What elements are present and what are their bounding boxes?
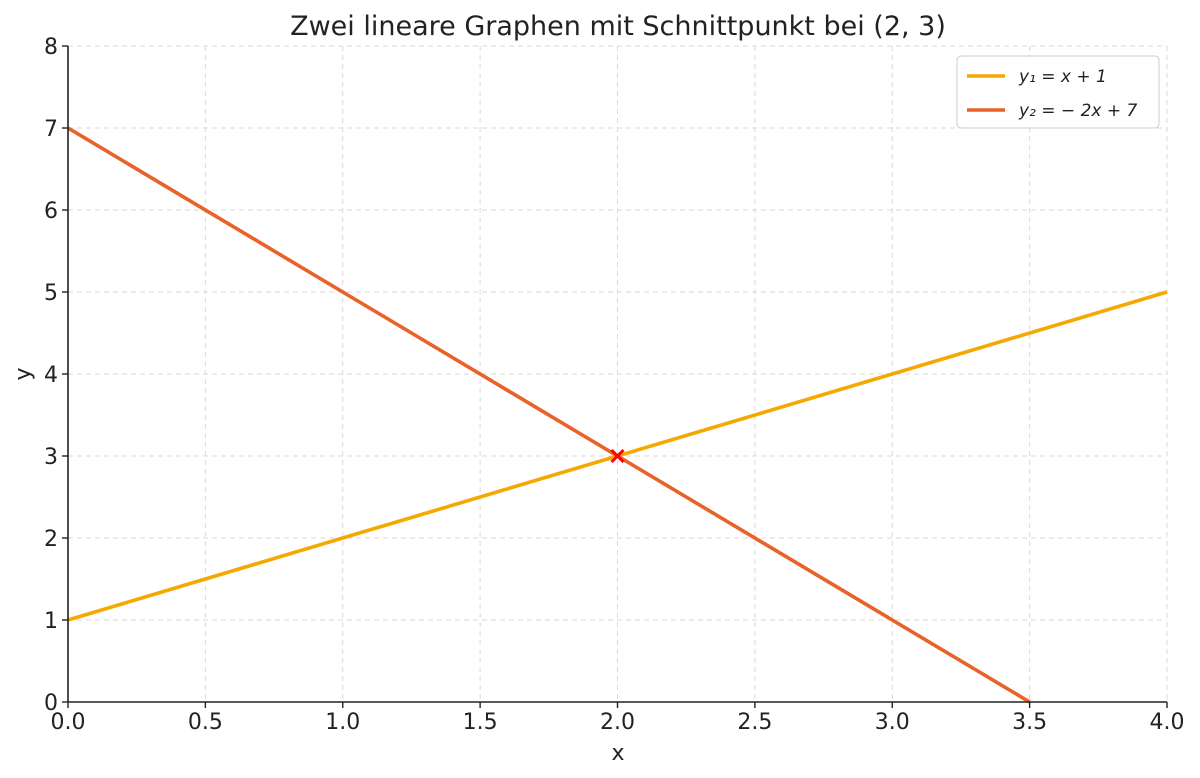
y-tick-label: 2 bbox=[44, 527, 58, 552]
x-tick-label: 0.0 bbox=[51, 710, 86, 735]
series-line-2 bbox=[67, 126, 1031, 704]
y-axis-label: y bbox=[11, 367, 36, 380]
grid bbox=[67, 45, 1168, 703]
x-tick-label: 1.5 bbox=[463, 710, 498, 735]
legend-label-1: y₁ = x + 1 bbox=[1018, 67, 1107, 87]
intersection-marker bbox=[610, 448, 625, 464]
ticks: 0.0 0.5 1.0 1.5 2.0 2.5 3.0 3.5 4.0 0 1 2 3 4 5 6 7 8 bbox=[44, 35, 1185, 735]
y-tick-label: 1 bbox=[44, 609, 58, 634]
legend-box bbox=[956, 55, 1160, 129]
y-tick-label: 5 bbox=[44, 281, 58, 306]
intersection-marker-layer bbox=[610, 448, 625, 464]
x-tick-label: 4.0 bbox=[1150, 710, 1185, 735]
legend: y₁ = x + 1 y₂ = − 2x + 7 bbox=[956, 55, 1160, 129]
y-tick-label: 6 bbox=[44, 199, 58, 224]
x-axis-label: x bbox=[611, 741, 624, 766]
y-tick-label: 0 bbox=[44, 691, 58, 716]
x-tick-label: 0.5 bbox=[188, 710, 223, 735]
chart-title: Zwei lineare Graphen mit Schnittpunkt be… bbox=[290, 11, 946, 42]
legend-label-2: y₂ = − 2x + 7 bbox=[1018, 101, 1138, 121]
x-tick-label: 2.5 bbox=[737, 710, 772, 735]
x-tick-label: 2.0 bbox=[600, 710, 635, 735]
y-tick-label: 4 bbox=[44, 363, 58, 388]
y-tick-label: 8 bbox=[44, 35, 58, 60]
x-tick-label: 3.0 bbox=[875, 710, 910, 735]
x-tick-label: 1.0 bbox=[325, 710, 360, 735]
y-tick-label: 3 bbox=[44, 445, 58, 470]
x-tick-label: 3.5 bbox=[1012, 710, 1047, 735]
y-tick-label: 7 bbox=[44, 117, 58, 142]
